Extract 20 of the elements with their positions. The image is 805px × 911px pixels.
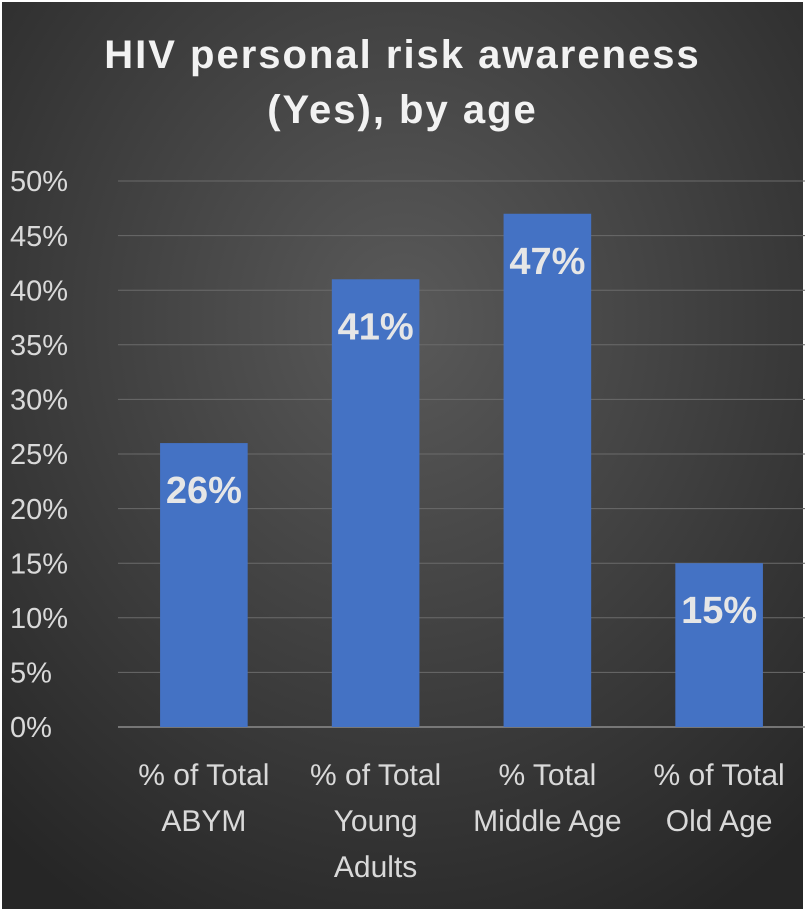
y-tick-label: 30% (10, 384, 68, 417)
y-tick-label: 5% (10, 658, 52, 690)
data-label: 26% (166, 470, 242, 512)
y-tick-label: 50% (10, 166, 68, 198)
chart-title: HIV personal risk awareness (Yes), by age (104, 33, 701, 132)
data-label: 47% (509, 240, 586, 283)
x-tick-label: % of Total Old Age (654, 759, 785, 838)
data-label: 15% (681, 590, 758, 632)
y-tick-label: 25% (10, 439, 68, 472)
data-label: 41% (338, 306, 414, 348)
y-tick-label: 40% (10, 275, 68, 308)
y-tick-label: 20% (10, 494, 68, 526)
y-tick-label: 45% (10, 220, 68, 253)
x-tick-label: % of Total ABYM (138, 759, 270, 838)
y-tick-label: 0% (10, 712, 52, 744)
x-tick-label: % Total Middle Age (473, 759, 622, 838)
y-tick-label: 15% (10, 548, 68, 580)
x-tick-label: % of Total Young Adults (310, 759, 442, 884)
y-tick-label: 35% (10, 330, 68, 362)
y-tick-label: 10% (10, 602, 68, 635)
